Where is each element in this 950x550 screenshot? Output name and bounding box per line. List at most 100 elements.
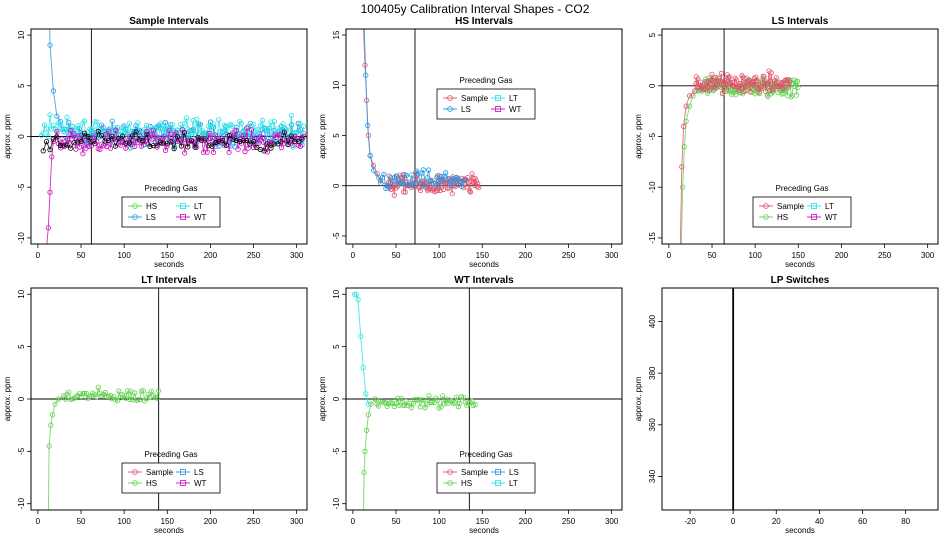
data-point [370, 168, 377, 174]
data-point [162, 128, 169, 134]
plot-area [31, 29, 307, 244]
data-point [94, 394, 100, 400]
data-point [367, 153, 373, 159]
data-point [458, 183, 465, 189]
data-point [43, 139, 50, 145]
data-point [184, 115, 190, 121]
data-point [417, 181, 423, 187]
data-point [747, 89, 753, 95]
data-point [285, 124, 291, 130]
x-tick-label: 150 [161, 251, 175, 260]
legend-label: LS [509, 468, 519, 477]
data-point [412, 397, 418, 403]
data-point [709, 71, 715, 77]
data-point [753, 74, 759, 80]
legend-title: Preceding Gas [145, 450, 198, 459]
data-point [731, 84, 737, 90]
data-point [391, 174, 398, 180]
data-point [120, 139, 126, 145]
data-point [57, 142, 64, 149]
data-point [49, 154, 55, 160]
data-point [259, 117, 266, 124]
data-point [212, 132, 218, 138]
data-point [395, 395, 401, 401]
data-point [726, 80, 733, 86]
data-point [406, 181, 413, 188]
data-point [362, 448, 368, 454]
data-point [147, 143, 153, 149]
data-point [424, 175, 430, 181]
data-point [206, 130, 212, 136]
data-point [88, 393, 95, 399]
data-point [126, 120, 132, 126]
data-point [171, 146, 177, 152]
x-tick-label: 200 [204, 251, 218, 260]
data-point [432, 188, 438, 195]
data-point [759, 80, 766, 86]
data-point [188, 138, 195, 144]
data-point [469, 398, 475, 404]
data-point [47, 189, 53, 195]
data-point [426, 393, 432, 399]
chart-panel-4: LT Intervals 0 50 100 150 200 250 300 -10 -5 0 5 10 s… [3, 275, 308, 535]
legend-label: Sample [461, 468, 489, 477]
data-point [436, 182, 442, 188]
data-point [108, 145, 114, 151]
legend-key-symbol [811, 214, 817, 220]
data-point [716, 82, 723, 88]
legend-label: WT [194, 479, 207, 488]
data-point [445, 176, 451, 182]
data-point [439, 178, 446, 184]
data-point [300, 123, 307, 130]
data-point [434, 187, 440, 194]
data-point [443, 170, 449, 176]
data-point [268, 145, 274, 151]
legend-key-symbol [447, 469, 453, 475]
legend-label: Sample [461, 94, 489, 103]
x-axis-label: seconds [469, 526, 499, 535]
x-tick-label: 60 [858, 517, 867, 526]
data-point [238, 120, 244, 127]
data-point [226, 149, 232, 155]
data-point [297, 120, 303, 126]
data-point [206, 143, 212, 149]
data-point [452, 179, 458, 185]
data-point [370, 163, 377, 169]
data-point [135, 120, 141, 126]
data-point [261, 148, 267, 154]
data-point [135, 397, 141, 403]
data-point [197, 122, 203, 128]
data-point [271, 118, 277, 125]
x-axis-label: seconds [469, 260, 499, 269]
data-point [85, 134, 91, 140]
data-point [181, 130, 188, 136]
legend-box [436, 88, 536, 120]
data-point [383, 185, 389, 192]
data-point [195, 131, 201, 137]
data-point [143, 122, 150, 129]
legend-label: LS [146, 213, 156, 222]
data-point [66, 389, 72, 395]
x-tick-label: 200 [835, 251, 849, 260]
data-point [372, 396, 378, 402]
y-tick-label: 15 [332, 30, 341, 39]
data-point [360, 364, 366, 371]
data-point [403, 172, 409, 178]
data-point [47, 147, 53, 153]
data-point [233, 137, 239, 144]
plot-area [662, 29, 938, 244]
data-point [154, 142, 160, 148]
y-tick-label: 5 [17, 344, 26, 349]
data-point [449, 191, 455, 197]
data-point [95, 384, 101, 390]
legend-key-symbol [132, 203, 138, 209]
data-point [152, 134, 158, 140]
legend-label: HS [461, 479, 472, 488]
data-point [213, 139, 219, 146]
data-point [453, 174, 460, 181]
x-tick-label: 100 [432, 251, 446, 260]
data-point [159, 122, 165, 129]
data-point [161, 134, 167, 140]
y-axis-label: approx. ppm [318, 114, 327, 159]
data-point [281, 129, 288, 135]
